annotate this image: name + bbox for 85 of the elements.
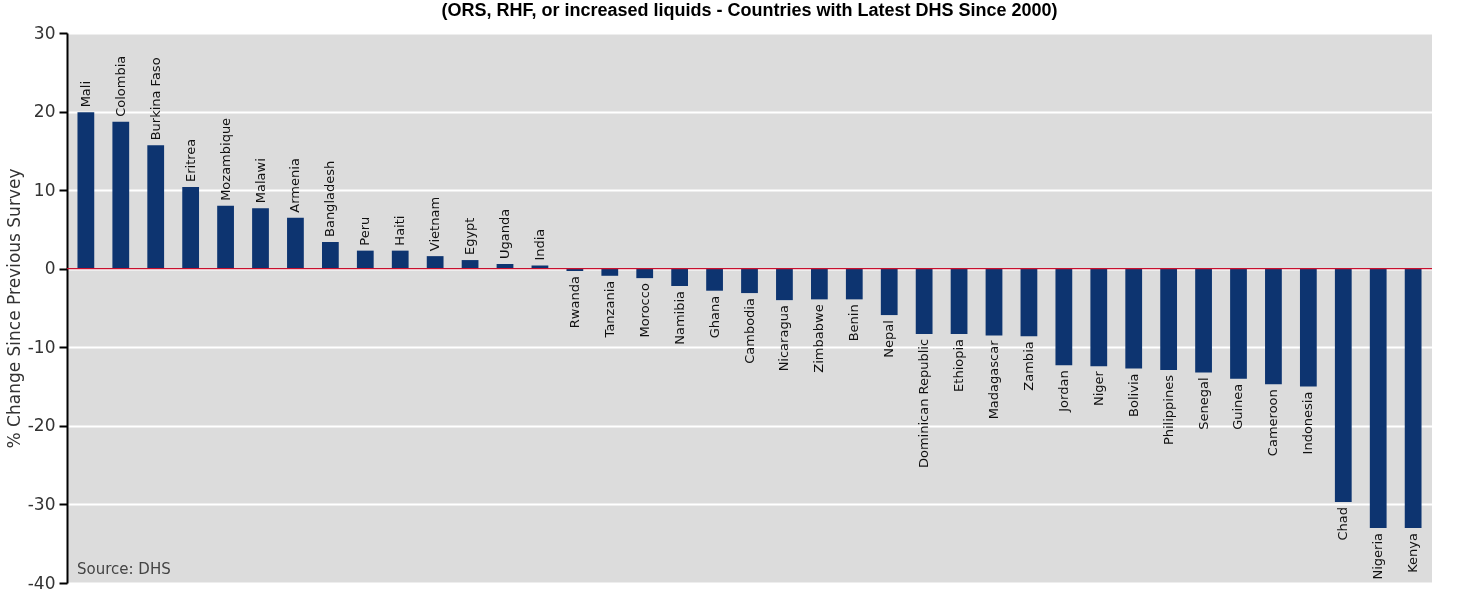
x-tick-label: Cameroon xyxy=(1265,389,1281,457)
y-axis-title: % Change Since Previous Survey xyxy=(3,168,24,449)
x-tick-label: Mozambique xyxy=(217,117,233,201)
bar xyxy=(321,242,339,269)
bar xyxy=(636,268,654,279)
bar xyxy=(1404,268,1422,528)
x-tick-label: Vietnam xyxy=(427,196,443,252)
x-tick-label: Cambodia xyxy=(741,298,757,364)
bar xyxy=(810,268,828,300)
bar xyxy=(1160,268,1178,371)
x-tick-label: Eritrea xyxy=(182,138,198,182)
x-tick-label: Zimbabwe xyxy=(811,304,827,373)
bar xyxy=(880,268,898,316)
x-tick-label: Dominican Republic xyxy=(916,338,932,469)
x-tick-label: India xyxy=(531,228,547,261)
y-tick-label: 0 xyxy=(44,258,56,279)
bar xyxy=(776,268,793,301)
x-tick-label: Mali xyxy=(77,80,93,108)
x-tick-label: Burkina Faso xyxy=(147,57,163,141)
annotation: Source: DHS xyxy=(77,560,171,578)
x-tick-label: Nigeria xyxy=(1370,533,1386,580)
x-tick-label: Nicaragua xyxy=(776,305,792,372)
bar xyxy=(950,268,968,334)
x-tick-label: Benin xyxy=(846,304,862,342)
x-tick-label: Chad xyxy=(1335,507,1351,541)
bar xyxy=(112,121,130,269)
x-tick-label: Bangladesh xyxy=(322,160,338,237)
x-tick-label: Colombia xyxy=(112,55,128,117)
bar xyxy=(845,268,863,300)
bar xyxy=(1334,268,1352,503)
bar xyxy=(1055,268,1073,366)
x-tick-label: Kenya xyxy=(1405,533,1421,573)
bar xyxy=(1090,268,1108,367)
x-tick-label: Niger xyxy=(1090,370,1106,407)
bar xyxy=(77,112,95,269)
x-tick-label: Senegal xyxy=(1195,377,1211,430)
x-tick-label: Namibia xyxy=(671,291,687,345)
x-tick-label: Rwanda xyxy=(566,276,582,329)
bar xyxy=(706,268,723,291)
x-tick-label: Morocco xyxy=(636,283,652,338)
bar xyxy=(1369,268,1387,528)
x-tick-label: Jordan xyxy=(1055,370,1071,413)
x-tick-label: Bolivia xyxy=(1125,373,1141,417)
y-tick-label: -10 xyxy=(27,336,56,357)
bar xyxy=(217,205,234,269)
x-tick-label: Peru xyxy=(357,216,373,246)
bar xyxy=(1299,268,1317,387)
x-tick-label: Indonesia xyxy=(1300,391,1316,455)
y-tick-label: -20 xyxy=(27,415,56,436)
x-tick-label: Egypt xyxy=(462,217,478,256)
x-tick-label: Ethiopia xyxy=(951,338,967,392)
bar xyxy=(741,268,758,294)
bar xyxy=(287,217,304,269)
bar xyxy=(1195,268,1212,373)
bar xyxy=(985,268,1003,336)
bar xyxy=(1265,268,1282,385)
y-tick-label: 30 xyxy=(33,22,56,43)
bar xyxy=(252,208,269,269)
y-tick-label: 20 xyxy=(33,101,56,122)
bar xyxy=(356,250,374,269)
x-tick-label: Nepal xyxy=(881,320,897,358)
y-tick-label: -30 xyxy=(27,493,56,514)
x-tick-label: Haiti xyxy=(392,215,408,246)
bar xyxy=(426,256,444,269)
chart-title: (ORS, RHF, or increased liquids - Countries with Latest DHS Since 2000) xyxy=(441,0,1058,20)
x-tick-label: Madagascar xyxy=(986,339,1001,420)
bar xyxy=(1020,268,1038,337)
x-tick-label: Uganda xyxy=(497,208,512,259)
x-tick-label: Philippines xyxy=(1160,374,1176,446)
x-tick-label: Malawi xyxy=(252,158,268,204)
bar xyxy=(147,145,165,269)
bar xyxy=(671,268,689,286)
bar xyxy=(601,268,619,276)
bar xyxy=(182,187,200,269)
bar xyxy=(1125,268,1143,369)
bar xyxy=(391,250,409,269)
x-tick-label: Zambia xyxy=(1020,341,1036,391)
x-tick-label: Tanzania xyxy=(601,280,617,339)
x-tick-label: Guinea xyxy=(1230,383,1246,430)
x-tick-label: Ghana xyxy=(706,295,722,339)
bar xyxy=(1230,268,1247,379)
x-tick-label: Armenia xyxy=(287,158,303,213)
y-tick-label: -40 xyxy=(27,572,56,593)
y-tick-label: 10 xyxy=(33,179,56,200)
bar xyxy=(915,268,933,334)
